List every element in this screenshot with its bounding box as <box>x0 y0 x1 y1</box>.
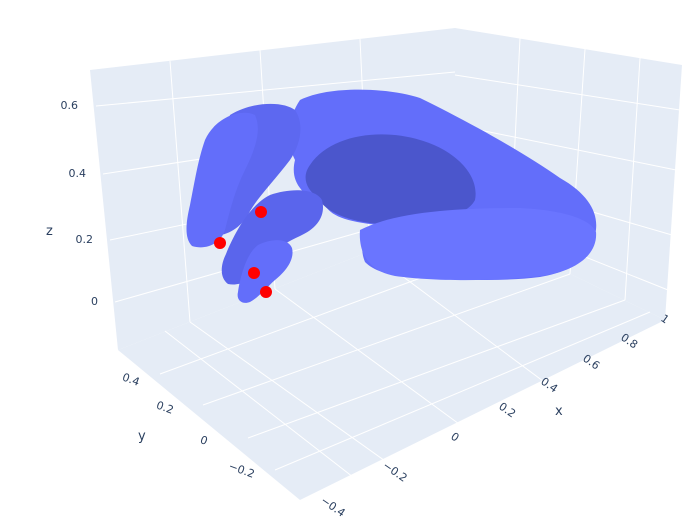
x-axis-title: x <box>555 404 563 419</box>
marker-point <box>248 267 260 279</box>
hand-mesh <box>186 89 597 303</box>
y-tick-label: 0.4 <box>121 371 142 389</box>
x-tick-label: −0.4 <box>318 494 347 520</box>
palm-inner-shade <box>305 134 476 224</box>
marker-point <box>260 286 272 298</box>
x-tick-label: 0 <box>448 430 461 445</box>
x-tick-label: 0.2 <box>496 400 518 421</box>
z-tick-label: 0.2 <box>76 233 94 246</box>
thumb <box>359 208 597 281</box>
z-tick-label: 0.4 <box>69 167 87 180</box>
z-tick-label: 0 <box>91 295 98 308</box>
finger-little <box>237 240 293 303</box>
marker-point <box>214 237 226 249</box>
y-tick-label: 0.2 <box>155 399 176 417</box>
marker-point <box>255 206 267 218</box>
x-tick-label: −0.2 <box>380 459 409 485</box>
y-tick-label: −0.2 <box>227 459 257 480</box>
z-axis-title: z <box>46 224 53 239</box>
y-tick-label: 0 <box>198 433 209 448</box>
y-axis-title: y <box>138 429 146 444</box>
z-tick-label: 0.6 <box>61 99 79 112</box>
marker-points <box>214 206 272 298</box>
z-axis: 0.6 0.4 0.2 0 z <box>46 99 98 308</box>
finger-middle <box>186 112 258 248</box>
